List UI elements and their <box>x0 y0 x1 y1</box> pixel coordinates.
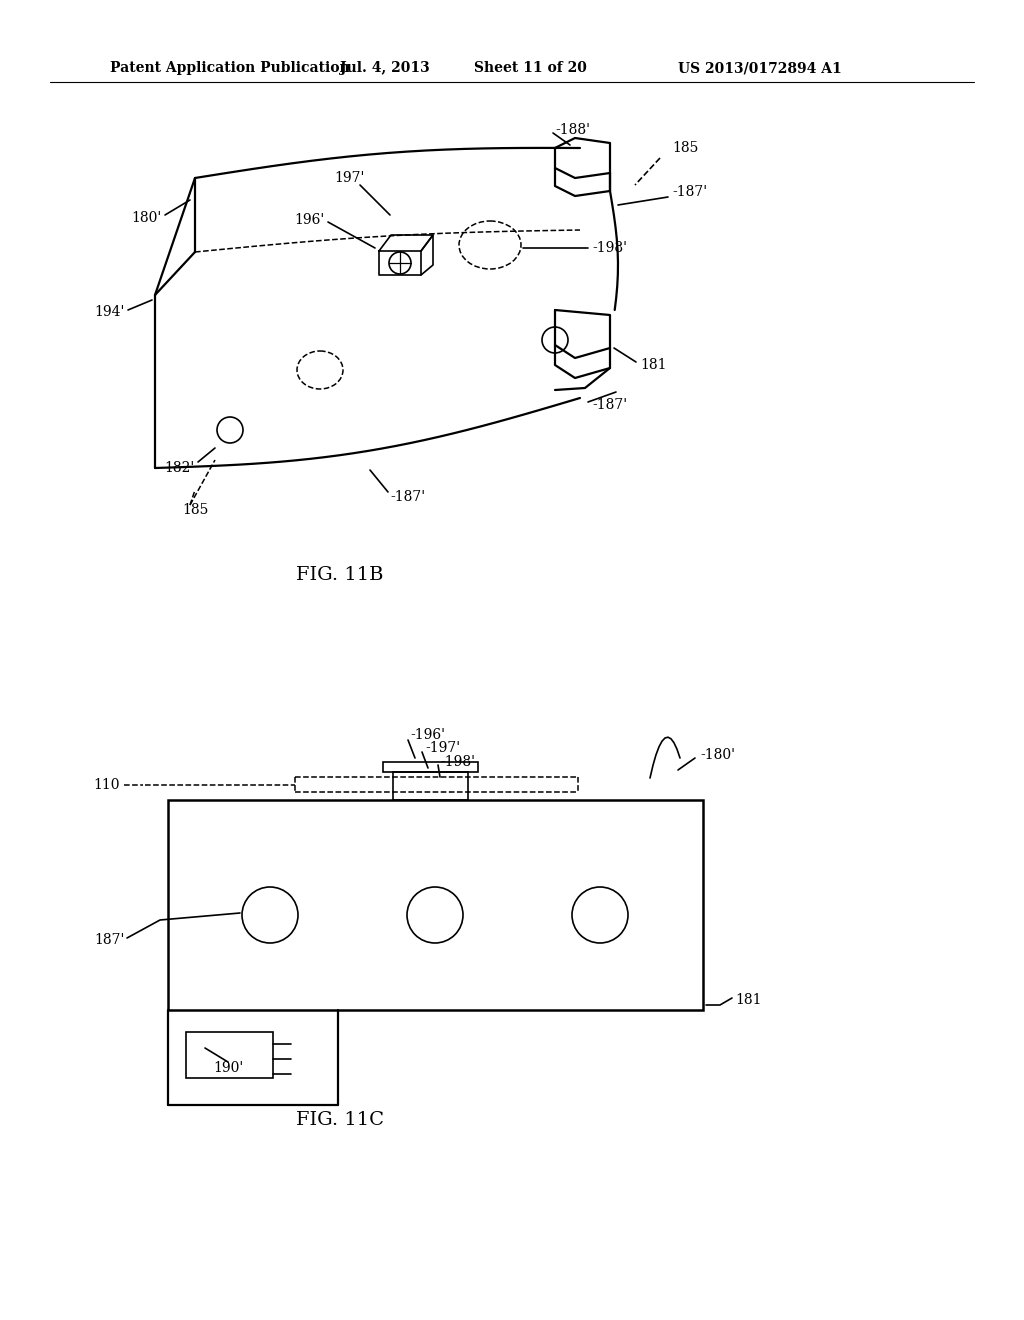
Text: 190': 190' <box>213 1061 243 1074</box>
Text: -187': -187' <box>672 185 708 199</box>
Text: -188': -188' <box>555 123 590 137</box>
Bar <box>383 762 478 772</box>
Text: 197': 197' <box>335 172 366 185</box>
Text: 181: 181 <box>640 358 667 372</box>
Text: 194': 194' <box>94 305 125 319</box>
Text: -198': -198' <box>440 755 475 770</box>
Bar <box>393 772 468 800</box>
Text: Sheet 11 of 20: Sheet 11 of 20 <box>473 61 587 75</box>
Text: -198': -198' <box>592 242 627 255</box>
Text: -187': -187' <box>592 399 627 412</box>
Text: Jul. 4, 2013: Jul. 4, 2013 <box>340 61 430 75</box>
Text: FIG. 11B: FIG. 11B <box>296 566 384 583</box>
Text: 185: 185 <box>182 503 208 517</box>
Text: FIG. 11C: FIG. 11C <box>296 1111 384 1129</box>
Text: 182': 182' <box>165 461 195 475</box>
Bar <box>168 800 703 1010</box>
Text: -196': -196' <box>410 729 445 742</box>
Text: -187': -187' <box>390 490 425 504</box>
Text: -197': -197' <box>425 741 460 755</box>
Text: 180': 180' <box>132 211 162 224</box>
Text: 181: 181 <box>735 993 762 1007</box>
Text: 110: 110 <box>93 777 120 792</box>
Text: US 2013/0172894 A1: US 2013/0172894 A1 <box>678 61 842 75</box>
Text: -180': -180' <box>700 748 735 762</box>
Text: 187': 187' <box>94 933 125 946</box>
Text: 185: 185 <box>672 141 698 154</box>
Text: 196': 196' <box>295 213 325 227</box>
Text: Patent Application Publication: Patent Application Publication <box>110 61 349 75</box>
Bar <box>186 1032 273 1078</box>
